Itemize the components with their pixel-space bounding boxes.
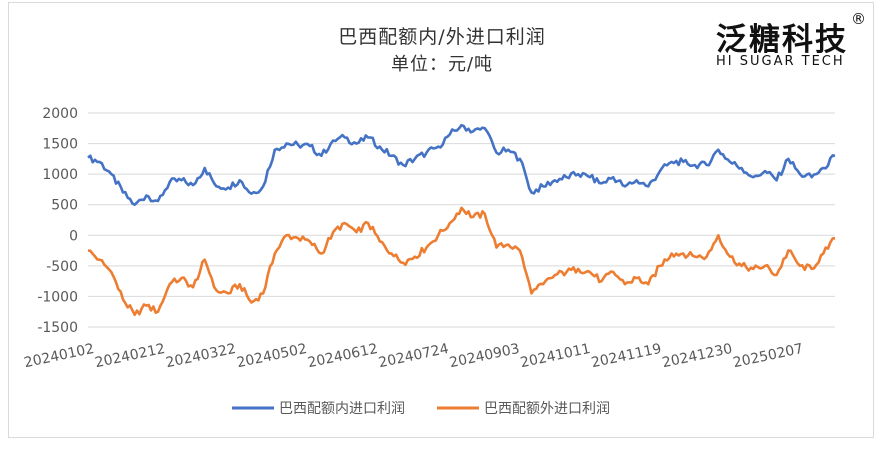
gridlines [88, 112, 835, 328]
legend-label: 巴西配额内进口利润 [279, 401, 405, 417]
y-tick-label: 500 [51, 198, 78, 214]
x-tick-label: 20250207 [732, 341, 805, 371]
series-lines [87, 123, 836, 317]
chart-frame [8, 2, 874, 438]
series-line-inside-quota [87, 123, 836, 206]
chart-title: 巴西配额内/外进口利润 [338, 26, 546, 48]
legend-label: 巴西配额外进口利润 [484, 401, 610, 417]
x-tick-label: 20241119 [590, 341, 663, 371]
y-tick-label: -1500 [37, 320, 78, 336]
legend: 巴西配额内进口利润 巴西配额外进口利润 [232, 401, 610, 417]
x-tick-label: 20241230 [661, 341, 734, 371]
y-tick-label: 1000 [42, 167, 78, 183]
x-tick-label: 20240322 [164, 341, 237, 371]
y-tick-label: 0 [69, 228, 78, 244]
registered-mark: ® [851, 10, 866, 28]
x-tick-label: 20240612 [306, 341, 379, 371]
chart-subtitle: 单位：元/吨 [390, 54, 494, 75]
x-tick-label: 20240724 [377, 341, 450, 371]
x-tick-label: 20240102 [23, 341, 96, 371]
series-line-outside-quota [87, 206, 836, 317]
x-tick-label: 20240212 [94, 341, 167, 371]
brand-logo-en: HI SUGAR TECH [716, 54, 845, 69]
brand-logo-cn: 泛糖科技 [716, 22, 848, 58]
y-tick-label: 1500 [42, 137, 78, 153]
y-axis: -1500 -1000 -500 0 500 1000 1500 2000 [37, 106, 78, 336]
x-tick-label: 20240502 [235, 341, 308, 371]
y-tick-label: -1000 [37, 289, 78, 305]
y-tick-label: -500 [46, 259, 78, 275]
x-tick-label: 20241011 [519, 341, 592, 371]
x-tick-label: 20240903 [448, 341, 521, 371]
y-tick-label: 2000 [42, 106, 78, 122]
x-axis: 2024010220240212202403222024050220240612… [23, 341, 805, 371]
